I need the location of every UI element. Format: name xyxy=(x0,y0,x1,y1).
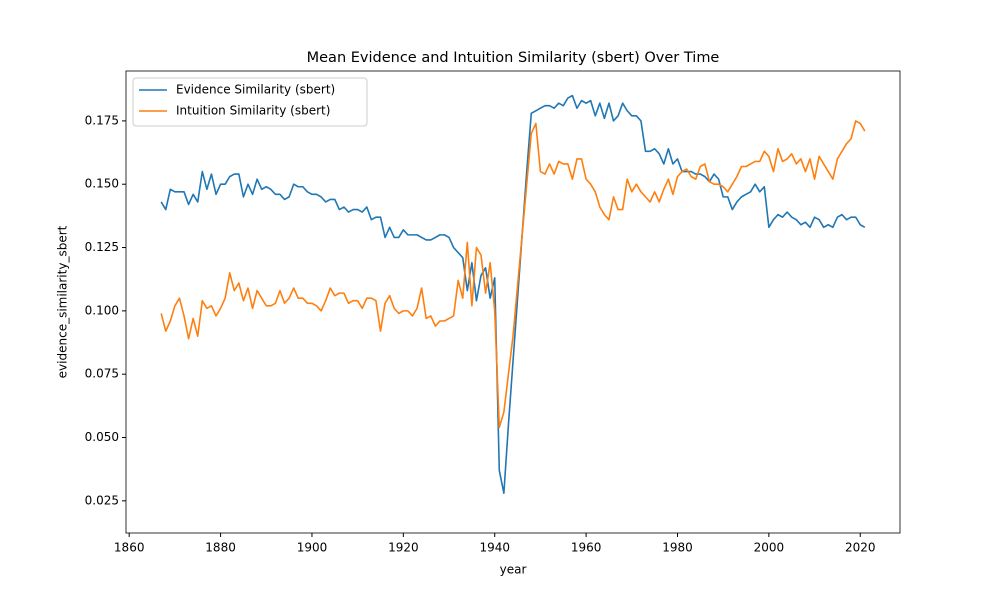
x-tick-label: 1940 xyxy=(479,541,510,555)
x-tick-label: 1880 xyxy=(205,541,236,555)
legend-label: Intuition Similarity (sbert) xyxy=(176,104,330,118)
y-tick-label: 0.100 xyxy=(85,303,119,317)
y-tick-label: 0.175 xyxy=(85,113,119,127)
x-tick-label: 1860 xyxy=(114,541,145,555)
x-axis-label: year xyxy=(500,563,527,577)
x-tick-label: 2000 xyxy=(754,541,785,555)
x-tick-label: 1920 xyxy=(388,541,419,555)
y-tick-label: 0.050 xyxy=(85,430,119,444)
y-axis-label: evidence_similarity_sbert xyxy=(56,225,70,378)
series-line xyxy=(160,94,866,495)
x-tick-label: 2020 xyxy=(845,541,876,555)
legend: Evidence Similarity (sbert) Intuition Sim… xyxy=(132,77,368,127)
series-line xyxy=(160,120,866,429)
y-tick-label: 0.125 xyxy=(85,240,119,254)
x-tick-label: 1900 xyxy=(297,541,328,555)
y-tick-label: 0.025 xyxy=(85,493,119,507)
x-tick-label: 1980 xyxy=(662,541,693,555)
y-tick-label: 0.150 xyxy=(85,177,119,191)
legend-label: Evidence Similarity (sbert) xyxy=(176,83,335,97)
y-tick-label: 0.075 xyxy=(85,367,119,381)
x-tick-label: 1960 xyxy=(571,541,602,555)
plot-frame xyxy=(125,70,901,534)
chart-title: Mean Evidence and Intuition Similarity (… xyxy=(307,50,720,66)
legend-box xyxy=(132,77,368,127)
